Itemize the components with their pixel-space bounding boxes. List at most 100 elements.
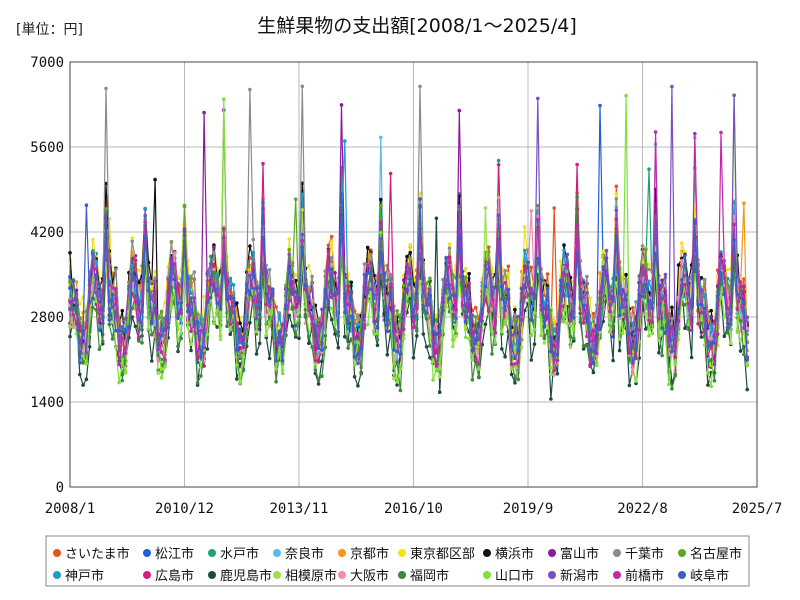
series-point [375, 338, 380, 342]
series-point [454, 293, 458, 298]
series-point [215, 274, 219, 279]
series-point [588, 364, 592, 368]
legend-marker [53, 549, 61, 557]
series-point [280, 371, 285, 376]
series-point [683, 253, 687, 258]
series-point [91, 253, 95, 257]
legend-label: 前橋市 [625, 568, 664, 584]
series-point [470, 358, 475, 362]
series-point [539, 277, 543, 282]
series-point [388, 285, 393, 290]
series-point [87, 300, 92, 305]
x-tick-label: 2013/11 [269, 501, 328, 517]
series-point [568, 313, 573, 317]
series-point [483, 322, 488, 327]
legend-marker [338, 549, 346, 557]
series-point [313, 328, 318, 333]
series-point [231, 283, 236, 287]
series-point [568, 345, 573, 349]
series-point [356, 361, 360, 366]
series-point [395, 309, 399, 313]
series-point [470, 348, 475, 353]
series-point [359, 346, 364, 350]
series-point [640, 294, 645, 299]
series-point [392, 376, 396, 381]
series-point [709, 315, 713, 319]
series-point [179, 301, 183, 305]
series-point [513, 376, 517, 380]
series-point [379, 220, 383, 225]
series-point [437, 375, 442, 379]
series-point [594, 363, 599, 368]
series-point [709, 308, 713, 313]
x-tick-label: 2008/1 [45, 501, 96, 517]
series-point [522, 248, 527, 253]
series-point [143, 227, 147, 232]
series-point [153, 306, 157, 311]
y-tick-label: 7000 [30, 55, 64, 71]
series-point [150, 286, 154, 291]
series-point [352, 375, 357, 379]
series-point [552, 327, 556, 331]
series-point [297, 321, 301, 326]
series-point [594, 351, 599, 356]
series-point [483, 206, 488, 210]
series-point [163, 357, 167, 362]
series-point [287, 247, 292, 252]
series-point [591, 311, 596, 316]
legend-marker [678, 571, 686, 579]
series-point [539, 333, 543, 338]
series-point [117, 362, 121, 367]
series-point [346, 322, 350, 326]
series-point [310, 274, 314, 279]
series-point [408, 243, 413, 247]
series-point [94, 273, 98, 277]
series-point [316, 324, 321, 328]
series-point [182, 203, 187, 208]
series-point [136, 339, 141, 343]
series-point [222, 97, 226, 101]
series-point [431, 338, 435, 343]
legend-label: 相模原市 [285, 568, 337, 584]
series-point [689, 305, 694, 310]
series-point [382, 311, 386, 316]
series-point [712, 362, 717, 367]
series-point [490, 293, 494, 298]
series-point [267, 304, 272, 308]
legend-item: 東京都区部 [398, 546, 475, 562]
series-point [212, 270, 216, 275]
series-point [333, 328, 337, 332]
series-point [575, 162, 579, 167]
series-point [297, 336, 301, 341]
series-point [228, 296, 233, 301]
series-point [608, 293, 612, 297]
series-point [431, 329, 435, 334]
series-point [411, 356, 416, 360]
series-point [316, 346, 321, 351]
series-point [104, 86, 108, 91]
series-point [369, 269, 373, 274]
series-point [222, 265, 226, 269]
series-point [634, 379, 638, 383]
series-point [473, 338, 478, 342]
series-point [513, 356, 517, 361]
series-point [693, 219, 697, 223]
series-point [653, 130, 658, 134]
series-point [709, 341, 713, 346]
series-point [68, 334, 72, 339]
series-point [411, 314, 416, 318]
series-point [143, 235, 147, 239]
series-point [477, 362, 481, 366]
legend-marker [143, 549, 151, 557]
series-point [650, 320, 655, 324]
y-tick-label: 1400 [30, 395, 64, 411]
series-point [670, 84, 674, 89]
series-point [735, 307, 740, 312]
series-point [277, 323, 282, 328]
series-point [408, 271, 413, 275]
legend-label: 松江市 [155, 546, 194, 562]
series-point [627, 331, 632, 336]
series-point [267, 300, 272, 305]
series-point [356, 352, 360, 357]
series-point [251, 237, 255, 242]
